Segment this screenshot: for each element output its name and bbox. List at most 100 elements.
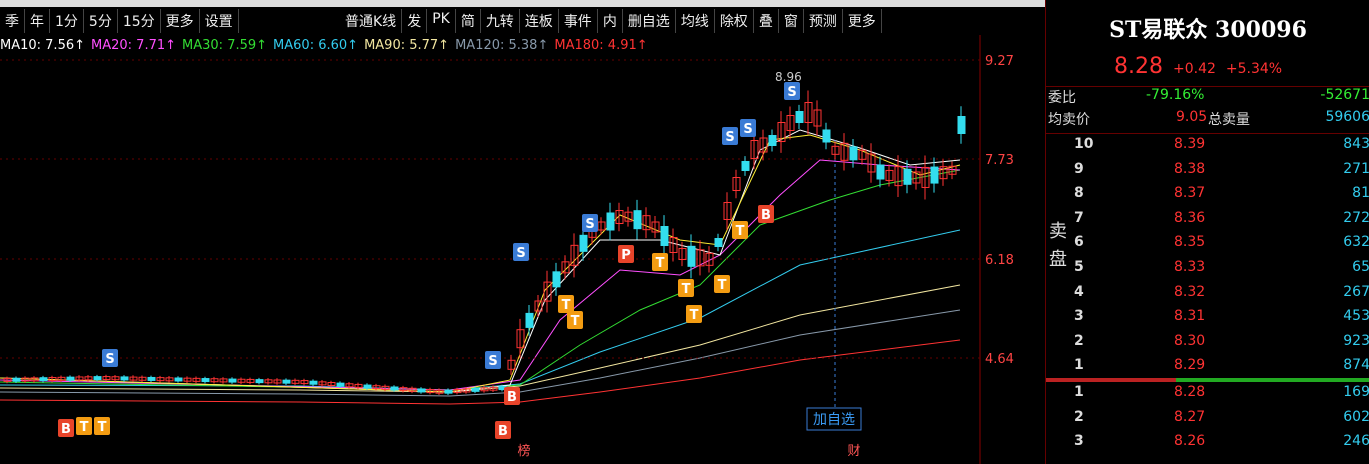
candle-body (741, 161, 750, 171)
signal-badge (94, 417, 110, 435)
candle-body (885, 169, 894, 181)
char: 卖 (1049, 221, 1067, 242)
candle-body (462, 388, 471, 393)
buy-bar (1176, 378, 1369, 382)
candle-body (435, 389, 444, 394)
volume: 843 (1343, 136, 1369, 152)
tool-button[interactable]: 连板 (520, 9, 559, 33)
candle-body (507, 359, 516, 370)
ma-label: MA30: 7.59↑ (182, 38, 268, 53)
candle-body (57, 376, 66, 381)
candle-body (39, 377, 48, 382)
period-button[interactable]: 更多 (161, 9, 200, 33)
signal-letter: B (61, 422, 71, 437)
signal-badge (76, 417, 92, 435)
candle-body (516, 329, 525, 349)
period-button[interactable]: 15分 (118, 9, 161, 33)
volume: 453 (1343, 308, 1369, 325)
signal-badge (740, 119, 756, 137)
candle-body (228, 378, 237, 383)
price: 8.28 (1114, 54, 1163, 79)
signal-letter: T (98, 420, 107, 435)
candle-body (642, 215, 651, 231)
order-row: 5 8.33 65 (1046, 259, 1369, 281)
candle-body (624, 211, 633, 222)
price: 8.30 (1174, 332, 1206, 349)
price: 8.38 (1174, 160, 1206, 177)
tool-button[interactable]: 九转 (481, 9, 520, 33)
candle-body (498, 386, 507, 391)
tool-button[interactable]: PK (427, 9, 456, 33)
candle-body (858, 149, 867, 160)
signal-letter: T (682, 282, 691, 297)
candle-body (921, 166, 930, 188)
tool-button[interactable]: 普通K线 (340, 9, 403, 33)
candle-body (381, 385, 390, 390)
candle-body (246, 378, 255, 383)
tool-button[interactable]: 更多 (843, 9, 882, 33)
candle-body (12, 377, 21, 382)
period-button[interactable]: 年 (25, 9, 50, 33)
level: 1 (1074, 384, 1084, 400)
signal-letter: T (571, 314, 580, 329)
volume: 874 (1343, 357, 1369, 374)
period-button[interactable]: 设置 (200, 9, 239, 33)
ma90 (0, 284, 961, 393)
order-row: 6 8.35 632 (1046, 234, 1369, 256)
candle-body (471, 387, 480, 392)
ma-label: MA60: 6.60↑ (273, 38, 359, 53)
candle-body (336, 382, 345, 387)
tool-button[interactable]: 简 (456, 9, 481, 33)
tool-button[interactable]: 发 (402, 9, 428, 33)
candle-body (849, 146, 858, 161)
candle-body (255, 379, 264, 384)
candle-body (291, 379, 300, 384)
signal-badge (678, 279, 694, 297)
volume: 169 (1343, 384, 1369, 400)
ma-label: MA20: 7.71↑ (91, 38, 177, 53)
signal-letter: P (621, 248, 631, 263)
candle-body (480, 387, 489, 392)
signal-badge (558, 295, 574, 313)
tool-button[interactable]: 除权 (715, 9, 754, 33)
signal-badge (686, 305, 702, 323)
volume: 923 (1343, 332, 1369, 349)
level: 2 (1074, 408, 1084, 425)
candle-body (48, 377, 57, 382)
signal-badge (485, 351, 501, 369)
event-tag: 榜 (517, 443, 530, 459)
tool-button[interactable]: 均线 (676, 9, 715, 33)
signal-letter: B (507, 390, 517, 405)
label: 均卖价 (1048, 112, 1090, 128)
candle-body (300, 380, 309, 385)
tool-button[interactable]: 窗 (779, 9, 804, 33)
candle-body (354, 383, 363, 388)
side-label: 卖 盘 (1046, 218, 1070, 274)
tool-button[interactable]: 预测 (804, 9, 843, 33)
candle-body (543, 281, 552, 302)
order-row: 3 8.26 246 (1046, 433, 1369, 455)
avg-row: 均卖价 9.05 总卖量 59606 (1046, 109, 1369, 131)
tool-button[interactable]: 删自选 (623, 9, 676, 33)
quote-line: 8.28 +0.42 +5.34% (1114, 54, 1282, 79)
period-button[interactable]: 5分 (84, 9, 118, 33)
signal-badge (758, 205, 774, 223)
candle-body (147, 376, 156, 381)
period-button[interactable]: 1分 (50, 9, 84, 33)
ma-label: MA10: 7.56↑ (0, 38, 86, 53)
add-button[interactable] (806, 407, 862, 431)
order-row: 2 8.27 602 (1046, 409, 1369, 431)
signal-letter: S (516, 246, 525, 261)
tool-button[interactable]: 事件 (559, 9, 598, 33)
period-button[interactable]: 季 (0, 9, 25, 33)
tool-button[interactable]: 叠 (754, 9, 779, 33)
tool-button[interactable]: 内 (598, 9, 623, 33)
value: -79.16% (1146, 87, 1205, 103)
signal-letter: S (743, 122, 752, 137)
signal-badge (732, 221, 748, 239)
candle-body (444, 389, 453, 394)
level: 10 (1074, 136, 1094, 152)
candle-body (687, 245, 696, 267)
price-label: 7.73 (985, 153, 1014, 168)
top-bar (0, 0, 1045, 7)
